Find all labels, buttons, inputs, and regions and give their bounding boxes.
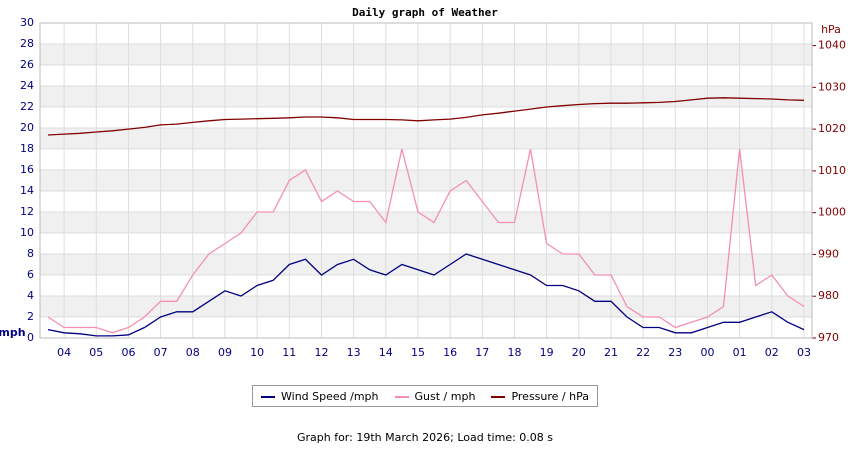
grid-band [40, 254, 812, 275]
x-tick-label: 01 [733, 346, 747, 359]
x-tick-label: 05 [89, 346, 103, 359]
legend-label: Gust / mph [414, 389, 476, 403]
legend-item: Wind Speed /mph [261, 390, 379, 403]
y2-tick-label: 1030 [818, 80, 846, 93]
y-axis-label: mph [0, 326, 26, 339]
y-tick-label: 26 [20, 58, 34, 71]
x-tick-label: 22 [636, 346, 650, 359]
y2-tick-label: 1000 [818, 206, 846, 219]
y2-tick-label: 980 [818, 289, 839, 302]
grid-band [40, 170, 812, 191]
chart: Daily graph of Weather mph hPa 024681012… [0, 6, 846, 359]
x-tick-label: 23 [668, 346, 682, 359]
legend-swatch [394, 395, 409, 398]
x-tick-label: 10 [250, 346, 264, 359]
legend-label: Wind Speed /mph [281, 389, 379, 403]
x-tick-label: 18 [507, 346, 521, 359]
y-tick-label: 6 [27, 268, 34, 281]
x-tick-label: 20 [572, 346, 586, 359]
x-tick-label: 04 [57, 346, 71, 359]
y-tick-label: 24 [20, 79, 34, 92]
legend-swatch [261, 395, 275, 398]
grid-band [40, 44, 812, 65]
legend-label: Pressure / hPa [511, 389, 589, 403]
y2-tick-label: 1040 [818, 39, 846, 52]
x-tick-label: 02 [765, 346, 779, 359]
y-tick-label: 0 [27, 331, 34, 344]
x-tick-label: 14 [379, 346, 393, 359]
series-line [47, 148, 805, 334]
x-tick-label: 21 [604, 346, 618, 359]
x-tick-label: 12 [314, 346, 328, 359]
x-tick-label: 13 [347, 346, 361, 359]
chart-title: Daily graph of Weather [352, 6, 498, 19]
x-tick-label: 15 [411, 346, 425, 359]
y2-tick-label: 990 [818, 247, 839, 260]
x-tick-label: 16 [443, 346, 457, 359]
plot-frame [39, 22, 813, 339]
x-tick-label: 00 [700, 346, 714, 359]
grid-band [40, 86, 812, 107]
y-tick-label: 18 [20, 142, 34, 155]
plot-background [40, 44, 812, 317]
legend: Wind Speed /mph Gust / mph Pressure / hPa [252, 385, 598, 407]
grid-band [40, 128, 812, 149]
y-tick-label: 30 [20, 16, 34, 29]
x-tick-label: 17 [475, 346, 489, 359]
y-tick-label: 8 [27, 247, 34, 260]
legend-item: Gust / mph [394, 389, 476, 403]
x-tick-label: 19 [540, 346, 554, 359]
series-line [47, 253, 805, 337]
y-tick-label: 20 [20, 121, 34, 134]
y-tick-label: 28 [20, 37, 34, 50]
y-tick-label: 16 [20, 163, 34, 176]
x-tick-label: 03 [797, 346, 811, 359]
legend-item: Pressure / hPa [491, 390, 589, 403]
y-tick-label: 12 [20, 205, 34, 218]
grid-band [40, 296, 812, 317]
y2-tick-label: 970 [818, 331, 839, 344]
legend-swatch [491, 395, 506, 398]
y2-tick-label: 1010 [818, 164, 846, 177]
y-tick-label: 10 [20, 226, 34, 239]
grid [40, 22, 812, 339]
y2-tick-label: 1020 [818, 122, 846, 135]
y2-axis-label: hPa [821, 23, 841, 36]
footer: Graph for: 19th March 2026; Load time: 0… [296, 431, 554, 444]
x-tick-label: 07 [154, 346, 168, 359]
y-tick-label: 4 [27, 289, 34, 302]
x-tick-label: 09 [218, 346, 232, 359]
series-line [47, 97, 805, 136]
y-tick-label: 22 [20, 100, 34, 113]
y-tick-label: 2 [27, 310, 34, 323]
x-tick-label: 11 [282, 346, 296, 359]
y-tick-label: 14 [20, 184, 34, 197]
x-tick-label: 08 [186, 346, 200, 359]
x-tick-label: 06 [121, 346, 135, 359]
grid-band [40, 212, 812, 233]
